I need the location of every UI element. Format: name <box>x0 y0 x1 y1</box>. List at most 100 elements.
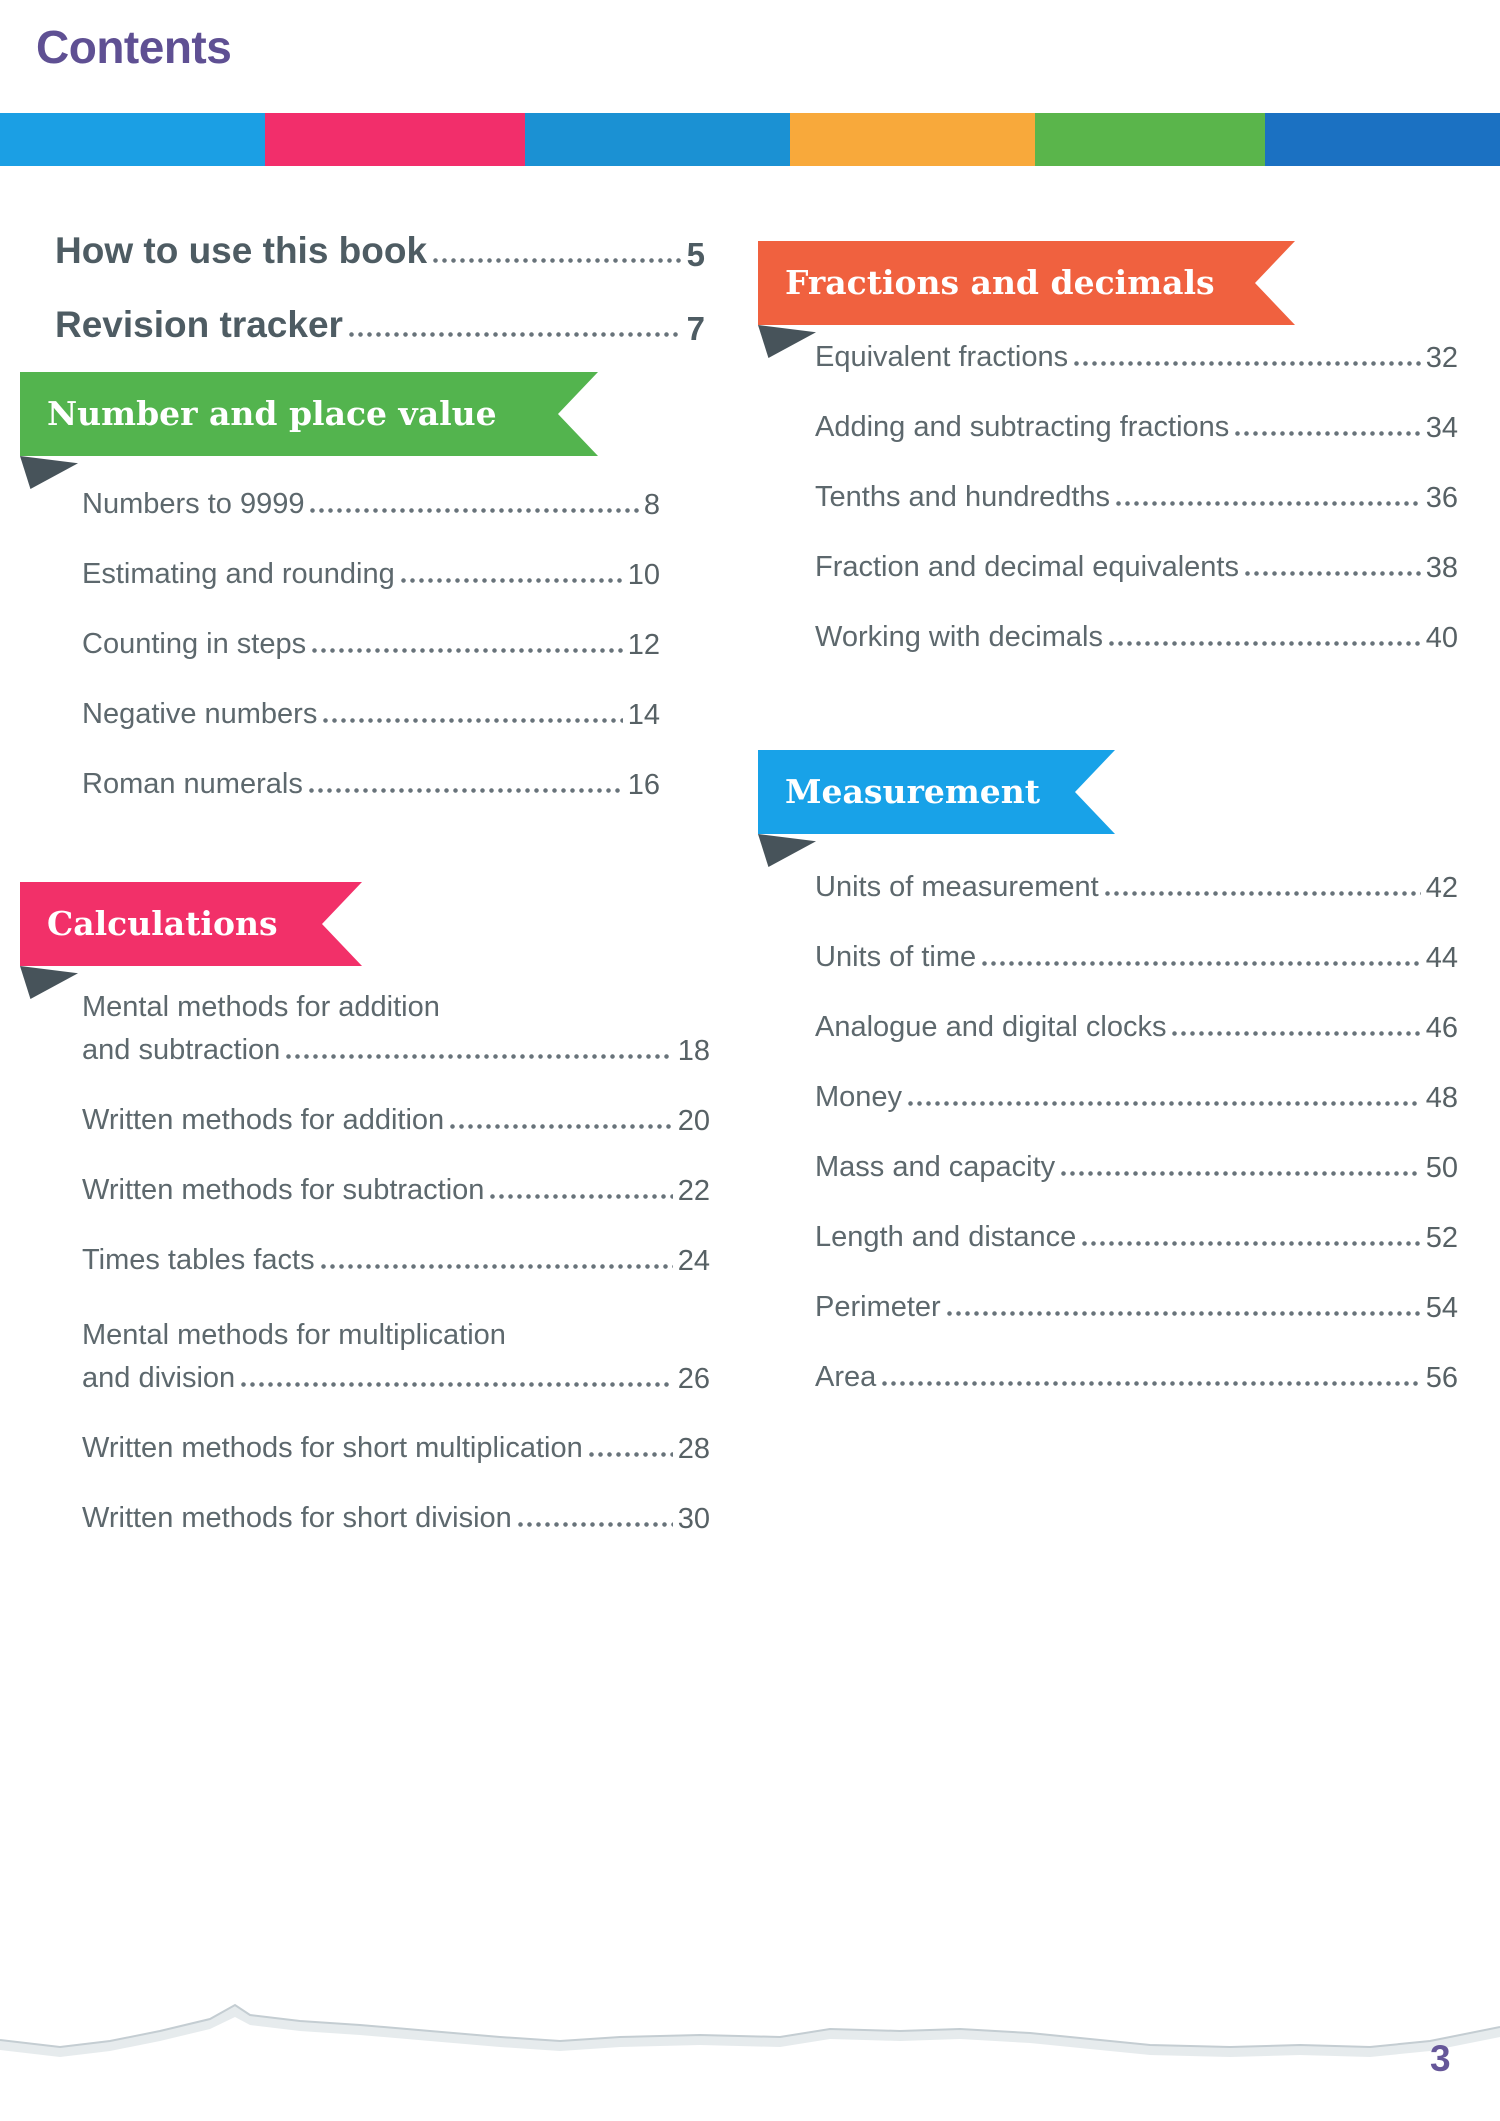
dotted-leader <box>946 1311 1421 1316</box>
toc-row: Negative numbers 14 <box>82 662 660 732</box>
toc-item-label: Roman numerals <box>82 767 303 800</box>
toc-item-page-number: 40 <box>1425 622 1458 654</box>
toc-item-label: How to use this book <box>55 229 428 271</box>
toc-item-label: Adding and subtracting fractions <box>815 410 1230 443</box>
toc-item-label: Length and distance <box>815 1220 1077 1253</box>
dotted-leader <box>286 1054 673 1059</box>
toc-row: Written methods for short multiplication… <box>82 1396 710 1466</box>
toc-item-label: Units of time <box>815 940 977 973</box>
toc-row: Mental methods for multiplication and di… <box>82 1278 710 1396</box>
toc-item-page-number: 22 <box>677 1175 710 1207</box>
toc-item-page-number: 20 <box>677 1105 710 1137</box>
toc-item-page-number: 28 <box>677 1433 710 1465</box>
dotted-leader <box>241 1382 673 1387</box>
dotted-leader <box>1082 1241 1421 1246</box>
toc-item-label: Written methods for short multiplication <box>82 1431 583 1464</box>
ribbon-fold-triangle <box>758 834 816 867</box>
toc-item-label: Negative numbers <box>82 697 318 730</box>
toc-row: Perimeter 54 <box>815 1255 1458 1325</box>
toc-item-label: Working with decimals <box>815 620 1103 653</box>
toc-item-page-number: 34 <box>1425 412 1458 444</box>
dotted-leader <box>1061 1171 1421 1176</box>
toc-row: Mass and capacity 50 <box>815 1115 1458 1185</box>
toc-item-page-number: 48 <box>1425 1082 1458 1114</box>
toc-item-label: Estimating and rounding <box>82 557 395 590</box>
toc-row: Estimating and rounding 10 <box>82 522 660 592</box>
dotted-leader <box>588 1452 673 1457</box>
dotted-leader <box>312 648 623 653</box>
toc-item-page-number: 36 <box>1425 482 1458 514</box>
toc-item-label: Units of measurement <box>815 870 1099 903</box>
toc-item-page-number: 10 <box>627 559 660 591</box>
toc-item-label: Written methods for addition <box>82 1103 445 1136</box>
toc-row: Written methods for addition 20 <box>82 1068 710 1138</box>
toc-item-page-number: 46 <box>1425 1012 1458 1044</box>
stripe-segment <box>790 113 1035 166</box>
toc-item-label-line1: Mental methods for multiplication <box>82 1318 506 1351</box>
dotted-leader <box>323 718 623 723</box>
section-title: Measurement <box>785 772 1041 811</box>
toc-item-label: Revision tracker <box>55 303 343 345</box>
torn-paper-edge <box>0 2003 1500 2057</box>
toc-item-label: Written methods for subtraction <box>82 1173 485 1206</box>
toc-row: Units of time 44 <box>815 905 1458 975</box>
toc-row: Written methods for subtraction 22 <box>82 1138 710 1208</box>
toc-row: Written methods for short division 30 <box>82 1466 710 1536</box>
toc-row: Roman numerals 16 <box>82 732 660 802</box>
dotted-leader <box>450 1124 673 1129</box>
toc-item-page-number: 52 <box>1425 1222 1458 1254</box>
ribbon-fold-triangle <box>20 966 78 999</box>
dotted-leader <box>908 1101 1421 1106</box>
dotted-leader <box>348 332 682 337</box>
toc-item-label: Numbers to 9999 <box>82 487 305 520</box>
toc-item-page-number: 5 <box>686 236 705 273</box>
section-banner-calculations: Calculations <box>20 882 362 966</box>
toc-item-page-number: 14 <box>627 699 660 731</box>
toc-item-page-number: 50 <box>1425 1152 1458 1184</box>
toc-row: Analogue and digital clocks 46 <box>815 975 1458 1045</box>
toc-item-page-number: 56 <box>1425 1362 1458 1394</box>
dotted-leader <box>1244 571 1421 576</box>
dotted-leader <box>982 961 1421 966</box>
toc-item-label-line2: and division <box>82 1361 236 1394</box>
dotted-leader <box>308 788 623 793</box>
dotted-leader <box>490 1194 673 1199</box>
section-list-measurement: Units of measurement 42 Units of time 44… <box>815 835 1458 1395</box>
toc-item-label: Perimeter <box>815 1290 941 1323</box>
toc-item-page-number: 42 <box>1425 872 1458 904</box>
toc-row: Length and distance 52 <box>815 1185 1458 1255</box>
toc-row: Tenths and hundredths 36 <box>815 445 1458 515</box>
toc-item-label: Analogue and digital clocks <box>815 1010 1167 1043</box>
toc-item-page-number: 24 <box>677 1245 710 1277</box>
toc-item-page-number: 54 <box>1425 1292 1458 1324</box>
section-title: Calculations <box>47 904 278 943</box>
toc-row-line2: and division 26 <box>82 1360 710 1396</box>
ribbon-fold-triangle <box>758 325 816 358</box>
section-title: Fractions and decimals <box>785 263 1215 302</box>
toc-item-label: Mass and capacity <box>815 1150 1056 1183</box>
toc-item-page-number: 12 <box>627 629 660 661</box>
toc-item-page-number: 38 <box>1425 552 1458 584</box>
dotted-leader <box>1108 641 1421 646</box>
toc-item-label: Tenths and hundredths <box>815 480 1111 513</box>
toc-item-page-number: 32 <box>1425 342 1458 374</box>
toc-item-label: Area <box>815 1360 877 1393</box>
toc-item-label-line2: and subtraction <box>82 1033 281 1066</box>
toc-item-page-number: 8 <box>643 489 660 521</box>
dotted-leader <box>433 258 682 263</box>
dotted-leader <box>1235 431 1421 436</box>
toc-item-page-number: 26 <box>677 1363 710 1395</box>
toc-item-page-number: 44 <box>1425 942 1458 974</box>
toc-row: Fraction and decimal equivalents 38 <box>815 515 1458 585</box>
toc-row: Numbers to 9999 8 <box>82 452 660 522</box>
toc-item-page-number: 30 <box>677 1503 710 1535</box>
stripe-segment <box>525 113 790 166</box>
section-banner-number-and-place-value: Number and place value <box>20 372 598 456</box>
dotted-leader <box>1116 501 1421 506</box>
section-list-fractions-and-decimals: Equivalent fractions 32 Adding and subtr… <box>815 305 1458 655</box>
toc-item-label-line1: Mental methods for addition <box>82 990 440 1023</box>
toc-row: Money 48 <box>815 1045 1458 1115</box>
dotted-leader <box>517 1522 673 1527</box>
ribbon-fold-triangle <box>20 456 78 489</box>
dotted-leader <box>400 578 623 583</box>
